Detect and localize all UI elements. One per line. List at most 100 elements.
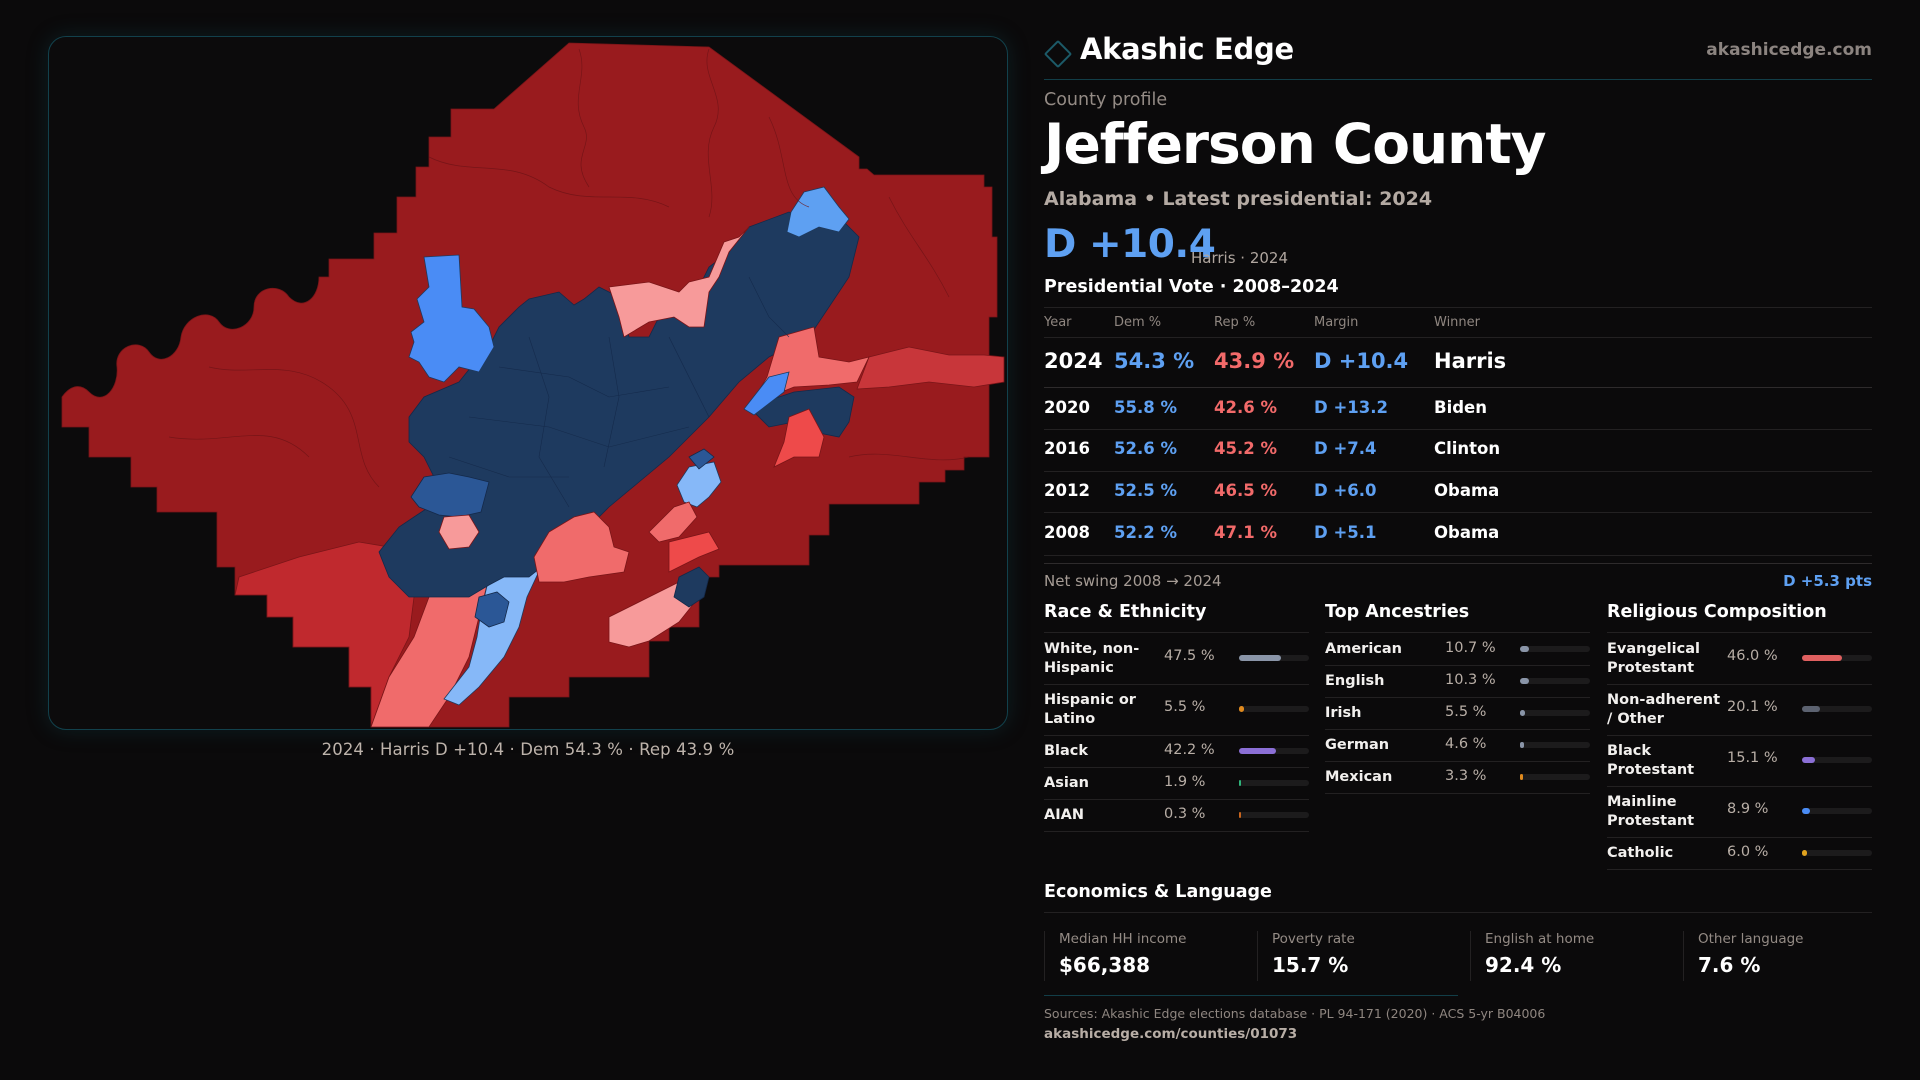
row-dem: 54.3 % (1114, 349, 1195, 373)
map-region-southeast-core-dem[interactable] (673, 566, 710, 608)
stat-value: $66,388 (1059, 953, 1151, 977)
footer-divider (1044, 995, 1458, 996)
divider (1607, 735, 1872, 736)
stat-label: Median HH income (1059, 931, 1187, 947)
stat-row: Non-adherent / Other 20.1 % (1607, 684, 1872, 735)
net-swing-value: D +5.3 pts (1783, 572, 1872, 590)
stat-row: Catholic 6.0 % (1607, 837, 1872, 869)
divider (1607, 786, 1872, 787)
row-year: 2012 (1044, 481, 1090, 500)
row-winner: Obama (1434, 523, 1500, 542)
stat-value: 47.5 % (1164, 648, 1215, 664)
row-margin: D +10.4 (1314, 349, 1409, 373)
divider (1325, 729, 1590, 730)
divider (1044, 512, 1872, 513)
precinct-map-svg[interactable] (49, 37, 1008, 730)
rural-boundaries (168, 48, 970, 488)
divider (1044, 555, 1872, 556)
map-region-west-tilt-rep[interactable] (438, 514, 480, 550)
brand-url-link[interactable]: akashicedge.com (1706, 40, 1872, 60)
divider (1607, 632, 1872, 633)
stat-row: Black Protestant 15.1 % (1607, 735, 1872, 786)
stat-bar-track (1520, 742, 1590, 748)
stat-value: 8.9 % (1727, 801, 1769, 817)
stat-bar-track (1802, 808, 1872, 814)
divider (1044, 912, 1872, 913)
stat-other-language: Other language 7.6 % (1683, 931, 1890, 981)
divider (1044, 387, 1872, 388)
brand-header: Akashic Edge akashicedge.com (1043, 32, 1872, 72)
map-region-birmingham-core[interactable] (378, 211, 860, 598)
stat-value: 20.1 % (1727, 699, 1778, 715)
map-region-west-dem[interactable] (410, 472, 490, 518)
stat-bar-fill (1239, 748, 1276, 754)
stat-bar-track (1239, 780, 1309, 786)
column-header-dem: Dem % (1114, 315, 1162, 330)
stat-value: 92.4 % (1485, 953, 1562, 977)
section-title: Top Ancestries (1325, 602, 1470, 622)
divider (1325, 697, 1590, 698)
stat-bar-track (1239, 655, 1309, 661)
stat-bar-track (1802, 655, 1872, 661)
economics-title: Economics & Language (1044, 882, 1272, 902)
stat-row: German 4.6 % (1325, 729, 1590, 761)
stat-bar-track (1520, 710, 1590, 716)
stat-bar-fill (1520, 742, 1525, 748)
map-region-east-lean-dem[interactable] (743, 371, 790, 416)
stat-bar-track (1239, 706, 1309, 712)
map-region-southeast-lean-rep[interactable] (648, 501, 698, 543)
row-dem: 52.5 % (1114, 481, 1177, 500)
stat-value: 5.5 % (1164, 699, 1206, 715)
source-url-link[interactable]: akashicedge.com/counties/01073 (1044, 1026, 1298, 1042)
map-region-southeast-rep-bright[interactable] (668, 531, 720, 573)
precinct-map[interactable] (48, 36, 1008, 730)
row-winner: Biden (1434, 398, 1487, 417)
row-winner: Obama (1434, 481, 1500, 500)
map-region-southeast-tilt-dem[interactable] (676, 461, 722, 508)
stat-bar-track (1239, 748, 1309, 754)
stat-row: English 10.3 % (1325, 665, 1590, 697)
row-rep: 43.9 % (1214, 349, 1295, 373)
row-winner: Harris (1434, 349, 1507, 373)
stat-bar-fill (1239, 706, 1244, 712)
map-region-east-strip[interactable] (856, 346, 1005, 390)
stat-label: Non-adherent / Other (1607, 692, 1720, 727)
map-region-southeast-dem[interactable] (688, 448, 715, 470)
profile-subtitle: Alabama • Latest presidential: 2024 (1044, 188, 1433, 210)
stat-value: 15.1 % (1727, 750, 1778, 766)
precinct-boundaries (448, 276, 790, 508)
stat-value: 1.9 % (1164, 774, 1206, 790)
divider (1044, 563, 1872, 564)
map-caption: 2024 · Harris D +10.4 · Dem 54.3 % · Rep… (321, 740, 735, 759)
divider (1325, 632, 1590, 633)
map-region-north-tilt-rep[interactable] (608, 226, 750, 338)
divider (1044, 799, 1309, 800)
stat-bar-fill (1239, 780, 1241, 786)
map-region-southwest[interactable] (234, 541, 415, 728)
map-region-northwest-lean-dem[interactable] (408, 254, 495, 383)
map-region-east-rep-bright[interactable] (773, 408, 825, 468)
stat-label: Evangelical Protestant (1607, 641, 1700, 676)
stat-label: AIAN (1044, 807, 1084, 823)
stat-value: 10.3 % (1445, 672, 1496, 688)
map-region-northeast-tilt-dem[interactable] (786, 186, 850, 238)
stat-label: Black (1044, 743, 1089, 759)
stat-label: White, non-Hispanic (1044, 641, 1140, 676)
row-dem: 55.8 % (1114, 398, 1177, 417)
stat-row: Mainline Protestant 8.9 % (1607, 786, 1872, 837)
stat-value: 0.3 % (1164, 806, 1206, 822)
row-margin: D +6.0 (1314, 481, 1377, 500)
row-rep: 45.2 % (1214, 439, 1277, 458)
map-region-southwest-dem[interactable] (474, 591, 510, 628)
stat-bar-track (1520, 646, 1590, 652)
divider (1607, 837, 1872, 838)
stat-bar-track (1802, 850, 1872, 856)
stat-label: English at home (1485, 931, 1595, 947)
stat-label: Mainline Protestant (1607, 794, 1695, 829)
section-title: Religious Composition (1607, 602, 1827, 622)
row-margin: D +13.2 (1314, 398, 1388, 417)
stat-row: Black 42.2 % (1044, 735, 1309, 767)
divider (1325, 665, 1590, 666)
map-region-midsouth-lean-rep[interactable] (533, 511, 630, 583)
divider (1044, 471, 1872, 472)
